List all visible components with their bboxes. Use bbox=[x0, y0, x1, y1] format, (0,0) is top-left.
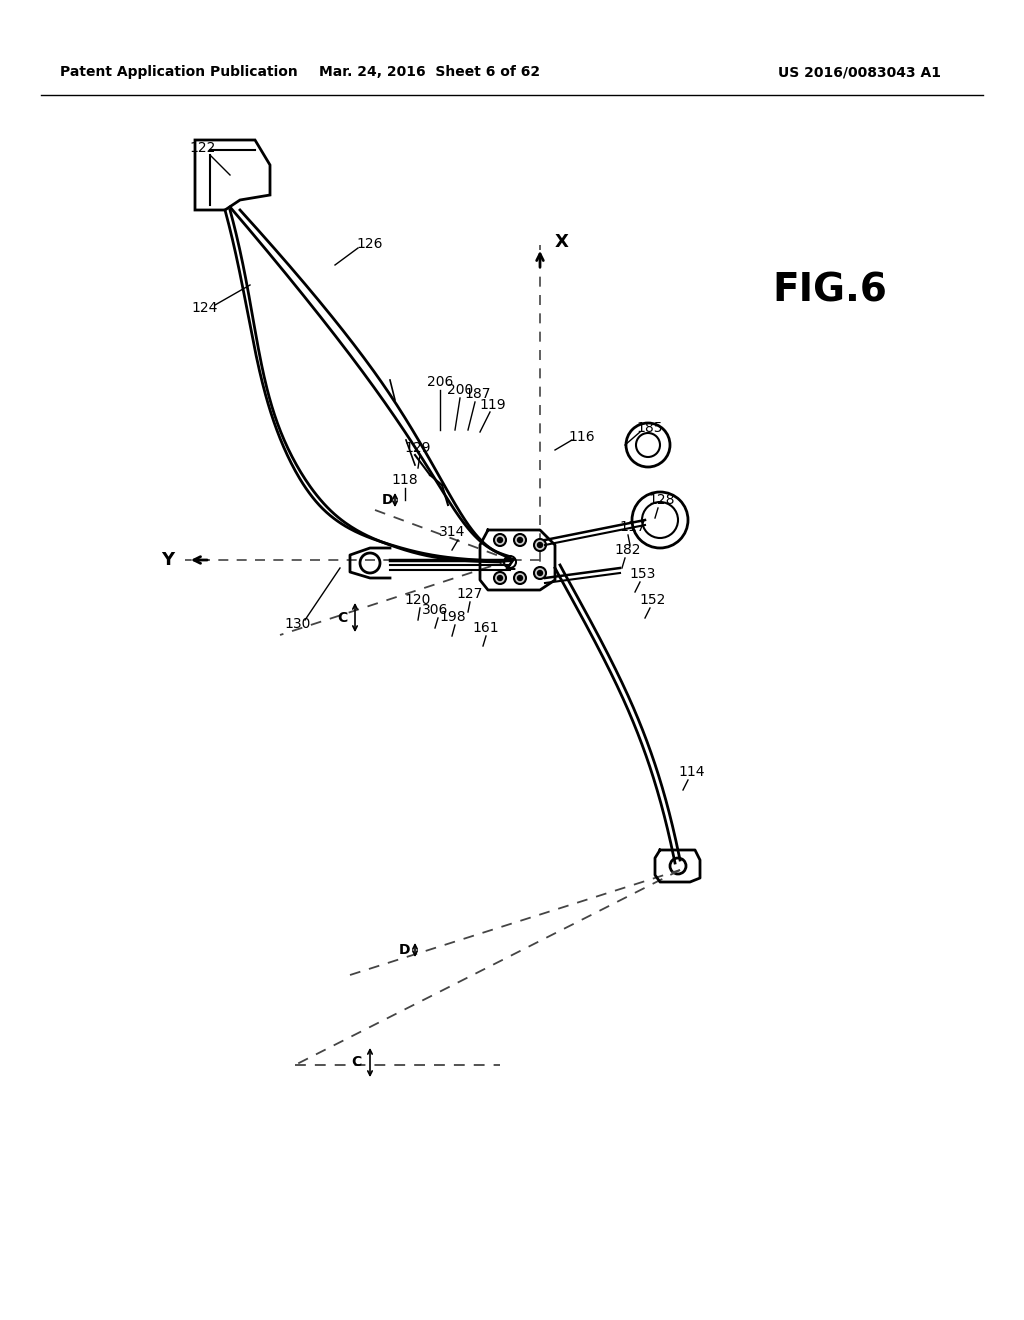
Text: 128: 128 bbox=[649, 492, 675, 507]
Text: 119: 119 bbox=[479, 399, 506, 412]
Circle shape bbox=[534, 539, 546, 550]
Text: Y: Y bbox=[162, 550, 174, 569]
Text: 120: 120 bbox=[404, 593, 431, 607]
Text: 206: 206 bbox=[427, 375, 454, 389]
Text: 198: 198 bbox=[439, 610, 466, 624]
Circle shape bbox=[498, 537, 503, 543]
Circle shape bbox=[514, 572, 526, 583]
Circle shape bbox=[494, 535, 506, 546]
Text: 314: 314 bbox=[439, 525, 465, 539]
Circle shape bbox=[538, 543, 543, 548]
Text: Mar. 24, 2016  Sheet 6 of 62: Mar. 24, 2016 Sheet 6 of 62 bbox=[319, 65, 541, 79]
Text: 126: 126 bbox=[356, 238, 383, 251]
Text: C: C bbox=[338, 611, 348, 624]
Text: Z: Z bbox=[505, 557, 515, 573]
Text: 127: 127 bbox=[457, 587, 483, 601]
Text: 130: 130 bbox=[285, 616, 311, 631]
Text: 306: 306 bbox=[422, 603, 449, 616]
Text: D: D bbox=[382, 492, 393, 507]
Circle shape bbox=[514, 535, 526, 546]
Text: X: X bbox=[555, 234, 569, 251]
Circle shape bbox=[538, 570, 543, 576]
Text: 114: 114 bbox=[679, 766, 706, 779]
Text: 185: 185 bbox=[637, 421, 664, 436]
Circle shape bbox=[517, 576, 522, 581]
Text: 187: 187 bbox=[465, 387, 492, 401]
Text: 200: 200 bbox=[446, 383, 473, 397]
Text: 152: 152 bbox=[640, 593, 667, 607]
Text: 124: 124 bbox=[191, 301, 218, 315]
Circle shape bbox=[534, 568, 546, 579]
Text: Patent Application Publication: Patent Application Publication bbox=[60, 65, 298, 79]
Text: 116: 116 bbox=[568, 430, 595, 444]
Text: D: D bbox=[398, 942, 410, 957]
Text: 118: 118 bbox=[392, 473, 419, 487]
Text: FIG.6: FIG.6 bbox=[772, 271, 888, 309]
Text: 161: 161 bbox=[473, 620, 500, 635]
Text: 129: 129 bbox=[404, 441, 431, 455]
Text: C: C bbox=[352, 1055, 362, 1069]
Text: US 2016/0083043 A1: US 2016/0083043 A1 bbox=[778, 65, 941, 79]
Text: 117: 117 bbox=[620, 520, 646, 535]
Circle shape bbox=[517, 537, 522, 543]
Text: 153: 153 bbox=[630, 568, 656, 581]
Circle shape bbox=[498, 576, 503, 581]
Circle shape bbox=[494, 572, 506, 583]
Text: 122: 122 bbox=[189, 141, 216, 154]
Text: 182: 182 bbox=[614, 543, 641, 557]
